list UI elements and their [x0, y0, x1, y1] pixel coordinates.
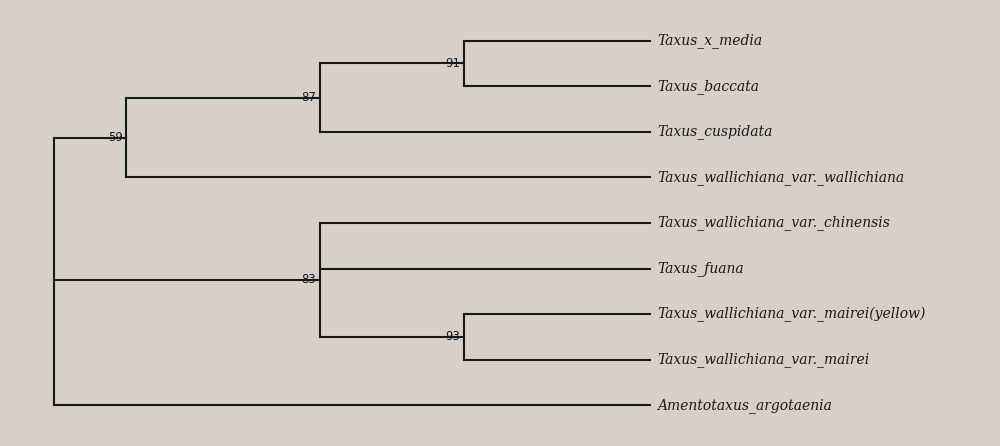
- Text: Taxus_wallichiana_var._mairei(yellow): Taxus_wallichiana_var._mairei(yellow): [657, 306, 926, 322]
- Text: 83: 83: [302, 273, 316, 286]
- Text: Taxus_fuana: Taxus_fuana: [657, 261, 744, 276]
- Text: Taxus_wallichiana_var._chinensis: Taxus_wallichiana_var._chinensis: [657, 215, 890, 231]
- Text: 59: 59: [108, 131, 123, 144]
- Text: Taxus_x_media: Taxus_x_media: [657, 33, 763, 48]
- Text: Amentotaxus_argotaenia: Amentotaxus_argotaenia: [657, 398, 832, 413]
- Text: Taxus_baccata: Taxus_baccata: [657, 79, 759, 94]
- Text: 87: 87: [302, 91, 316, 104]
- Text: 93: 93: [445, 330, 460, 343]
- Text: Taxus_cuspidata: Taxus_cuspidata: [657, 124, 773, 139]
- Text: Taxus_wallichiana_var._mairei: Taxus_wallichiana_var._mairei: [657, 352, 870, 367]
- Text: 91: 91: [445, 57, 460, 70]
- Text: Taxus_wallichiana_var._wallichiana: Taxus_wallichiana_var._wallichiana: [657, 170, 905, 185]
